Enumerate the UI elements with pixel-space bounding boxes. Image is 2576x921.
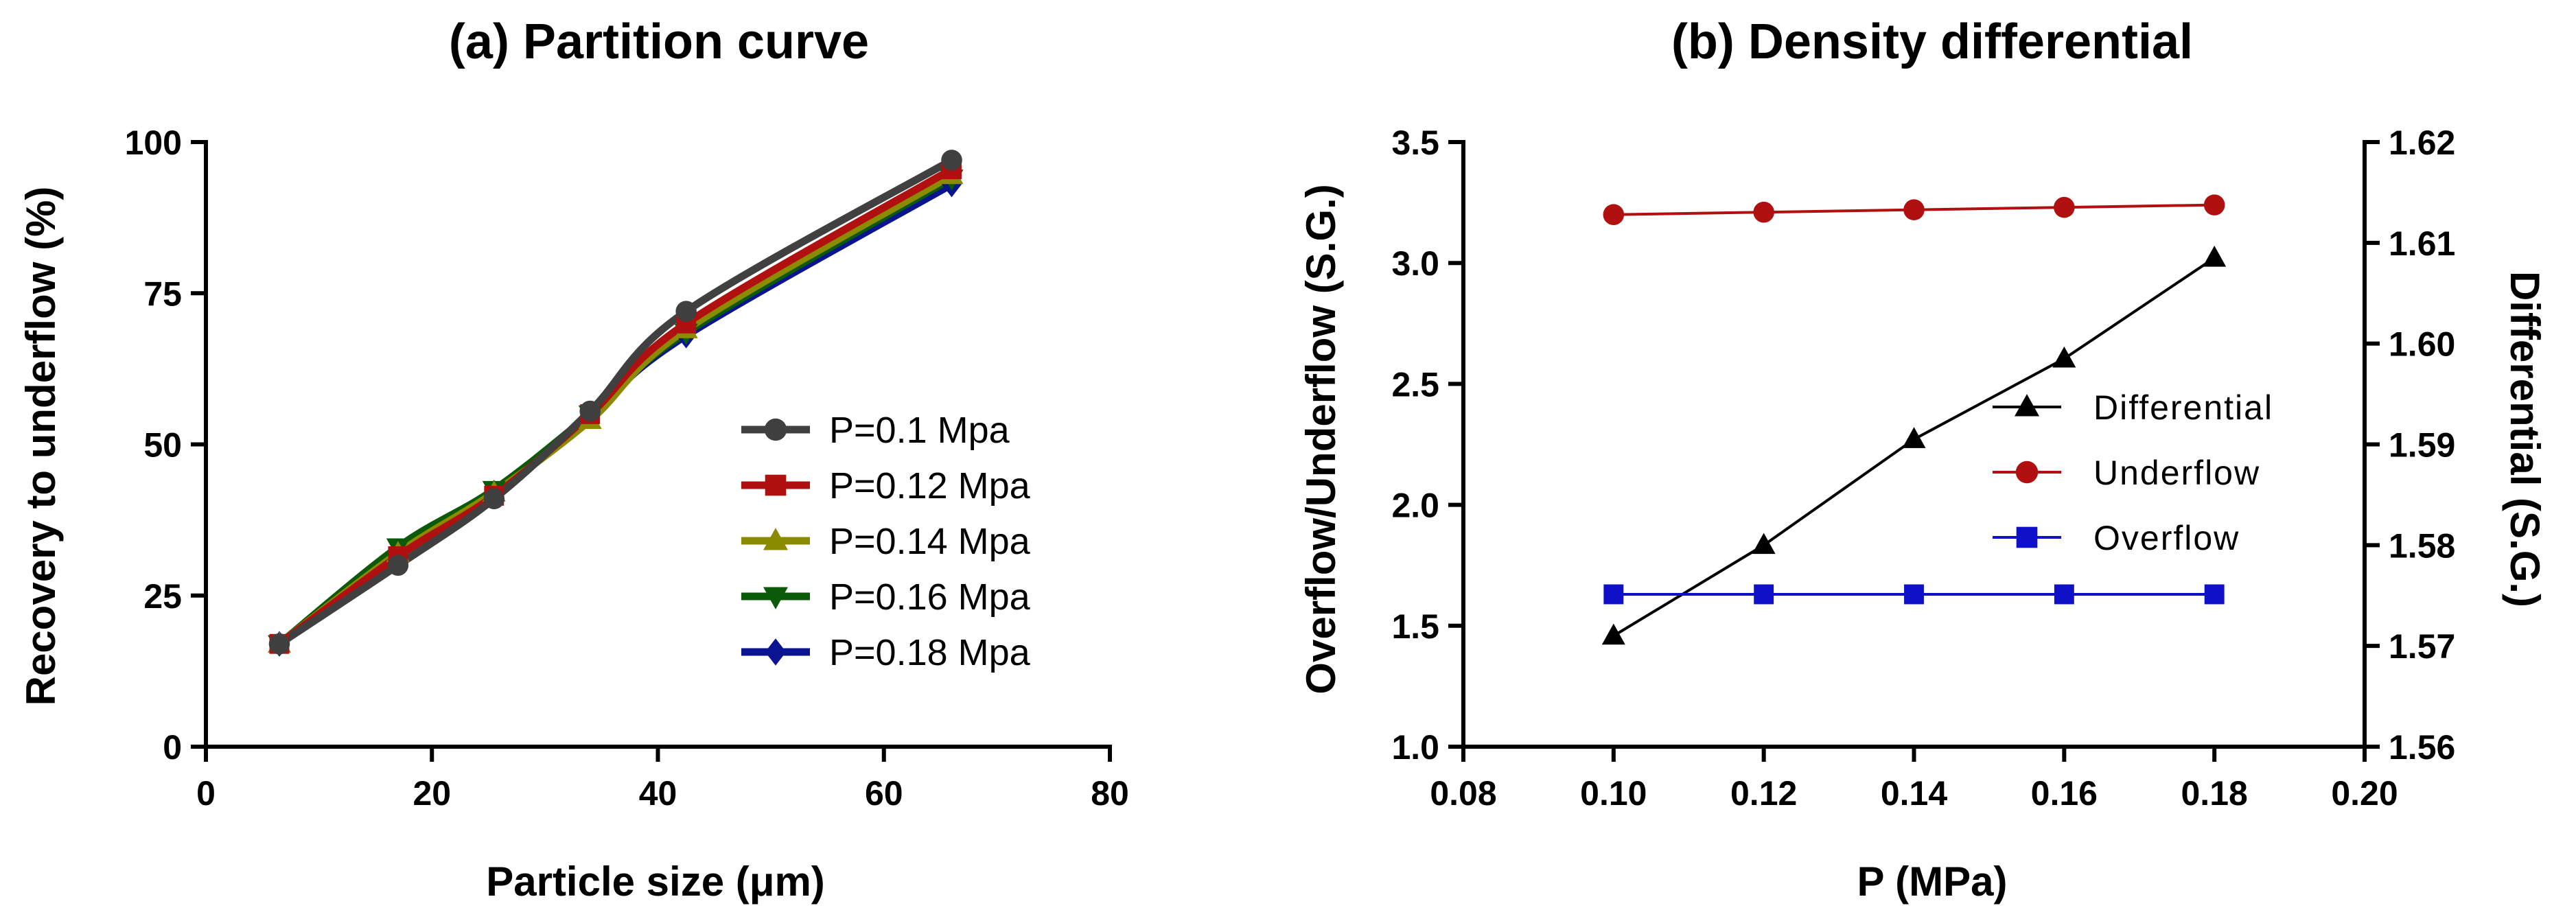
panel-a-legend-marker	[765, 638, 787, 666]
panel-b-data-point	[1601, 623, 1625, 645]
panel-a-legend-marker	[764, 418, 787, 441]
panel-b-data-point	[2052, 346, 2076, 368]
panel-a-data-point	[268, 633, 290, 655]
panel-b-y-axis-label: Overflow/Underflow (S.G.)	[1298, 184, 1344, 694]
panel-b-x-tick-label: 0.08	[1430, 774, 1496, 813]
panel-b-legend: Differential Underflow Overflow	[1993, 388, 2273, 557]
panel-b-legend-label: Overflow	[2093, 519, 2240, 557]
panel-b-data-point	[1903, 199, 1925, 220]
panel-b-legend-marker	[2016, 526, 2038, 548]
panel-a-x-tick-label: 0	[196, 774, 216, 813]
panel-b-y-tick-label: 1.5	[1391, 607, 1439, 646]
panel-b-y-tick-label: 2.5	[1391, 365, 1439, 404]
panel-b-legend-marker	[2015, 394, 2039, 417]
panel-b-x-tick-label: 0.10	[1580, 774, 1647, 813]
panel-b-x-tick-label: 0.18	[2181, 774, 2248, 813]
panel-b-data-point	[2054, 196, 2075, 218]
panel-b-data-point	[2203, 246, 2227, 267]
panel-b-y2-tick-label: 1.60	[2389, 325, 2455, 364]
panel-b-x-axis-label: P (MPa)	[1857, 859, 2008, 905]
panel-a-y-tick-label: 25	[143, 577, 182, 616]
panel-b-x-tick-label: 0.20	[2331, 774, 2398, 813]
panel-a-x-tick-label: 20	[413, 774, 451, 813]
panel-b-data-point	[1603, 584, 1624, 605]
panel-b-y2-tick-label: 1.57	[2389, 627, 2455, 666]
panel-b-y-tick-label: 1.0	[1391, 728, 1439, 767]
panel-b-x-tick-label: 0.12	[1730, 774, 1797, 813]
panel-a-x-tick-label: 60	[865, 774, 903, 813]
panel-a-legend-label: P=0.1 Mpa	[829, 410, 1010, 451]
panel-b-y2-axis-label: Differential (S.G.)	[2502, 271, 2548, 607]
panel-b-data-point	[1603, 204, 1625, 226]
panel-b-data-point	[1902, 427, 1926, 448]
panel-a-series	[268, 150, 964, 657]
panel-a-x-tick-label: 40	[639, 774, 677, 813]
panel-b-x-tick-label: 0.16	[2031, 774, 2098, 813]
panel-b-y-tick-label: 3.0	[1391, 244, 1439, 283]
panel-b-data-point	[2203, 194, 2225, 215]
panel-a-y-axis-label: Recovery to underflow (%)	[18, 187, 64, 706]
panel-a-x-tick-label: 80	[1091, 774, 1129, 813]
panel-a-y-tick-label: 100	[125, 124, 182, 162]
panel-a-legend-label: P=0.16 Mpa	[829, 576, 1031, 618]
panel-a-data-point	[483, 488, 505, 510]
panel-b-y2-tick-label: 1.56	[2389, 728, 2455, 767]
panel-a-data-point	[579, 400, 601, 422]
panel-b-density-differential: (b) Density differential P (MPa) Overflo…	[1298, 14, 2548, 905]
panel-a-title: (a) Partition curve	[449, 14, 869, 69]
panel-b-legend-label: Underflow	[2093, 454, 2260, 492]
panel-b-ticks: 0.08 0.10 0.12 0.14 0.16 0.18 0.20 1.0 1.5 2.0 2.5…	[1391, 124, 2455, 813]
panel-b-x-tick-label: 0.14	[1881, 774, 1948, 813]
panel-b-y-tick-label: 2.0	[1391, 487, 1439, 525]
panel-a-legend: P=0.1 Mpa P=0.12 Mpa P=0.14 Mpa P=0.16 Mpa P…	[741, 410, 1031, 673]
panel-a-legend-label: P=0.14 Mpa	[829, 521, 1031, 562]
panel-a-data-point	[675, 301, 697, 322]
panel-b-y2-tick-label: 1.62	[2389, 124, 2455, 162]
panel-b-legend-marker	[2015, 460, 2039, 484]
panel-b-legend-label: Differential	[2093, 388, 2273, 427]
panel-a-y-tick-label: 0	[163, 728, 182, 767]
panel-b-data-point	[1904, 584, 1924, 605]
panel-b-y2-tick-label: 1.61	[2389, 224, 2455, 263]
panel-a-legend-marker	[765, 474, 787, 496]
panel-a-legend-label: P=0.12 Mpa	[829, 465, 1031, 506]
panel-b-y-tick-label: 3.5	[1391, 124, 1439, 162]
panel-a-partition-curve: (a) Partition curve Particle size (μm) R…	[18, 14, 1129, 905]
panel-a-y-tick-label: 75	[143, 275, 182, 313]
panel-b-y2-tick-label: 1.58	[2389, 526, 2455, 565]
panel-a-y-tick-label: 50	[143, 426, 182, 465]
panel-b-data-point	[1753, 201, 1774, 223]
panel-b-data-point	[1754, 584, 1774, 605]
panel-a-ticks: 0 20 40 60 80 0 25 50 75 100	[125, 124, 1129, 813]
panel-b-data-point	[2054, 584, 2074, 605]
panel-a-data-point	[941, 150, 962, 171]
panel-b-title: (b) Density differential	[1671, 14, 2193, 69]
panel-a-legend-label: P=0.18 Mpa	[829, 632, 1031, 673]
panel-a-legend-marker	[763, 587, 788, 609]
panel-b-y2-tick-label: 1.59	[2389, 426, 2455, 465]
panel-b-data-point	[2204, 584, 2225, 605]
panel-a-data-point	[387, 555, 409, 576]
panel-b-data-point	[1752, 533, 1776, 555]
panel-a-legend-marker	[763, 528, 788, 550]
panel-a-x-axis-label: Particle size (μm)	[486, 859, 825, 905]
panel-b-series	[1601, 194, 2227, 645]
